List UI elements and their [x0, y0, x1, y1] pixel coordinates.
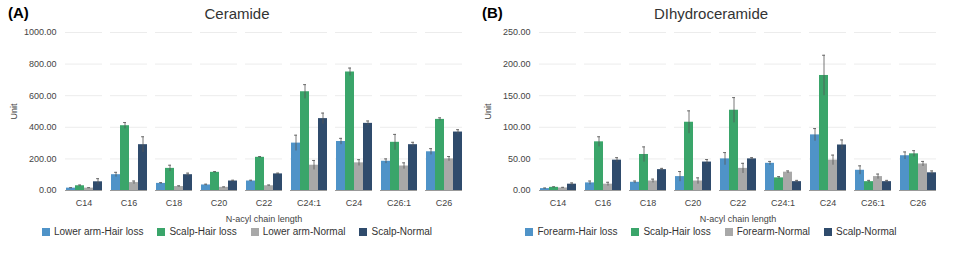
svg-text:200.00: 200.00	[29, 154, 57, 164]
svg-text:N-acyl chain length: N-acyl chain length	[700, 214, 777, 224]
svg-text:Unit: Unit	[483, 103, 493, 120]
svg-text:N-acyl chain length: N-acyl chain length	[226, 214, 303, 224]
html-text:Scalp-Hair loss: Scalp-Hair loss	[169, 226, 237, 237]
html-text:Lower arm-Hair loss: Lower arm-Hair loss	[54, 226, 144, 237]
svg-text:150.00: 150.00	[503, 91, 531, 101]
svg-text:C20: C20	[211, 198, 228, 208]
svg-text:C18: C18	[166, 198, 183, 208]
html-text:(A): (A)	[8, 4, 29, 21]
svg-text:100.00: 100.00	[503, 122, 531, 132]
html-text:Scalp-Hair loss: Scalp-Hair loss	[643, 226, 711, 237]
svg-text:0.00: 0.00	[513, 185, 531, 195]
svg-text:C14: C14	[76, 198, 93, 208]
html-text:Scalp-Normal: Scalp-Normal	[836, 226, 897, 237]
svg-text:600.00: 600.00	[29, 91, 57, 101]
svg-text:0.00: 0.00	[39, 185, 57, 195]
svg-text:1000.00: 1000.00	[24, 27, 57, 37]
svg-text:C20: C20	[685, 198, 702, 208]
svg-text:400.00: 400.00	[29, 122, 57, 132]
svg-text:C24: C24	[820, 198, 837, 208]
html-text:Forearm-Hair loss: Forearm-Hair loss	[537, 226, 618, 237]
svg-text:C16: C16	[595, 198, 612, 208]
html-text:Forearm-Normal: Forearm-Normal	[736, 226, 810, 237]
svg-text:C24:1: C24:1	[297, 198, 321, 208]
svg-text:50.00: 50.00	[508, 154, 531, 164]
html-text:DIhydroceramide: DIhydroceramide	[653, 5, 769, 22]
html-text:(B): (B)	[482, 4, 503, 21]
html-text:Lower arm-Normal: Lower arm-Normal	[262, 226, 346, 237]
svg-text:200.00: 200.00	[503, 59, 531, 69]
svg-text:C16: C16	[121, 198, 138, 208]
html-text:Ceramide: Ceramide	[204, 5, 270, 22]
svg-text:C26: C26	[910, 198, 927, 208]
svg-text:250.00: 250.00	[503, 27, 531, 37]
html-text:Scalp-Normal: Scalp-Normal	[371, 226, 432, 237]
svg-text:C18: C18	[640, 198, 657, 208]
svg-text:C22: C22	[256, 198, 273, 208]
svg-text:800.00: 800.00	[29, 59, 57, 69]
svg-text:C24:1: C24:1	[771, 198, 795, 208]
svg-text:C26:1: C26:1	[387, 198, 411, 208]
svg-text:C26: C26	[436, 198, 453, 208]
svg-text:C26:1: C26:1	[861, 198, 885, 208]
svg-text:C14: C14	[550, 198, 567, 208]
svg-text:Unit: Unit	[9, 103, 19, 120]
svg-text:C22: C22	[730, 198, 747, 208]
svg-text:C24: C24	[346, 198, 363, 208]
